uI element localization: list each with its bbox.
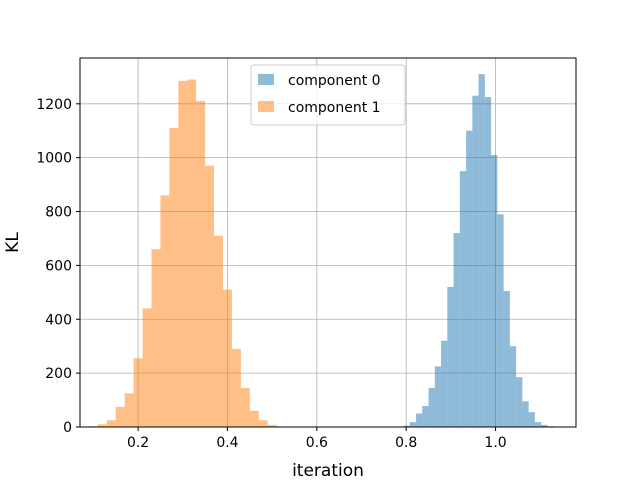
- histogram-bar-component-1: [151, 249, 161, 427]
- histogram-bar-component-1: [178, 80, 188, 427]
- histogram-bar-component-1: [214, 235, 223, 427]
- histogram-bar-component-1: [258, 420, 268, 427]
- legend-label-component-1: component 1: [288, 100, 381, 116]
- histogram-bar-component-1: [97, 424, 107, 427]
- x-tick-label: 0.6: [306, 435, 328, 451]
- histogram-bar-component-0: [516, 377, 523, 427]
- y-tick-label: 0: [63, 420, 72, 436]
- x-axis: 0.2 0.4 0.6 0.8 1.0: [127, 427, 507, 451]
- y-axis: 0 200 400 600 800 1000 1200: [36, 97, 80, 436]
- histogram-bars: [88, 74, 554, 428]
- histogram-bar-component-0: [403, 425, 410, 427]
- y-tick-label: 400: [45, 312, 72, 328]
- histogram-bar-component-0: [428, 387, 435, 427]
- histogram-bar-component-1: [160, 195, 170, 427]
- plot-frame: [79, 57, 577, 428]
- x-tick-label: 1.0: [484, 435, 506, 451]
- histogram-bar-component-0: [491, 154, 498, 427]
- legend-frame: [250, 64, 406, 126]
- histogram-bar-component-1: [124, 393, 134, 427]
- histogram-bar-component-0: [534, 422, 542, 427]
- histogram-bar-component-0: [528, 412, 535, 427]
- x-tick-label: 0.4: [216, 435, 238, 451]
- histogram-bar-component-0: [466, 130, 473, 427]
- x-axis-title: iteration: [292, 461, 364, 480]
- histogram-bar-component-0: [472, 95, 479, 427]
- histogram-bar-component-0: [509, 346, 517, 427]
- histogram-bar-component-1: [115, 406, 125, 427]
- histogram-bar-component-0: [447, 286, 454, 427]
- histogram-bar-component-0: [441, 340, 448, 427]
- histogram-bar-component-1: [231, 348, 241, 427]
- histogram-bar-component-1: [133, 358, 143, 427]
- histogram-bar-component-0: [434, 366, 442, 427]
- histogram-bar-component-0: [541, 424, 548, 427]
- histogram-bar-component-1: [142, 308, 152, 427]
- histogram-bar-component-1: [106, 420, 116, 427]
- legend-swatch-component-1: [258, 101, 274, 112]
- y-tick-label: 800: [45, 205, 72, 221]
- legend: component 0 component 1: [250, 64, 406, 126]
- y-tick-label: 200: [45, 366, 72, 382]
- histogram-bar-component-0: [409, 422, 417, 427]
- histogram-bar-component-0: [453, 233, 460, 427]
- histogram-bar-component-0: [497, 214, 504, 427]
- histogram-bar-component-0: [459, 171, 467, 427]
- histogram-bar-component-1: [249, 410, 259, 427]
- histogram-bar-component-1: [222, 289, 232, 427]
- histogram-bar-component-1: [169, 128, 179, 428]
- legend-label-component-0: component 0: [288, 73, 381, 89]
- y-tick-label: 1200: [36, 97, 72, 113]
- y-tick-label: 600: [45, 258, 72, 274]
- histogram-bar-component-0: [484, 97, 492, 427]
- histogram-bar-component-1: [267, 424, 277, 427]
- y-axis-title: KL: [3, 232, 23, 253]
- histogram-bar-component-1: [240, 387, 250, 427]
- legend-swatch-component-0: [258, 74, 274, 85]
- x-tick-label: 0.2: [127, 435, 149, 451]
- histogram-bar-component-1: [205, 165, 215, 427]
- x-tick-label: 0.8: [395, 435, 417, 451]
- histogram-bar-component-0: [522, 401, 529, 427]
- histogram-bar-component-0: [422, 405, 429, 427]
- histogram-bar-component-0: [478, 74, 485, 427]
- y-tick-label: 1000: [36, 151, 72, 167]
- histogram-bar-component-0: [416, 413, 423, 427]
- histogram-bar-component-1: [187, 79, 197, 427]
- histogram-bar-component-1: [196, 101, 206, 428]
- histogram-bar-component-0: [503, 290, 510, 427]
